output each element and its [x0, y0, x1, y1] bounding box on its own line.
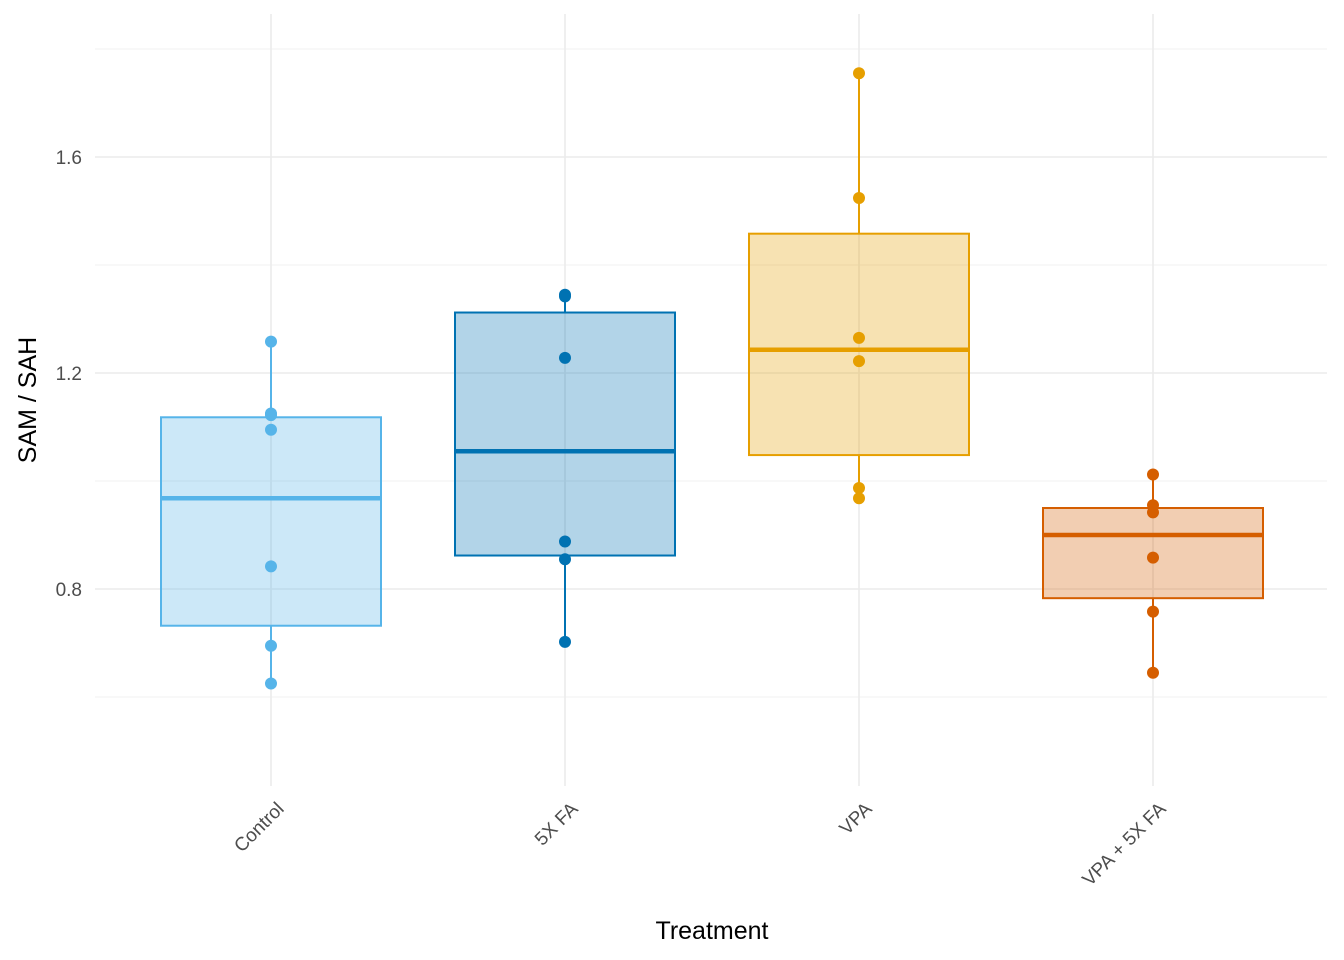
data-point [1147, 551, 1159, 564]
box [454, 311, 676, 557]
data-point [265, 677, 277, 690]
x-tick-labels: Control 5X FA VPA VPA + 5X FA [230, 798, 1170, 890]
box-group [1042, 468, 1264, 679]
y-tick-label: 1.6 [56, 148, 82, 169]
data-point [265, 560, 277, 573]
data-point [853, 192, 865, 205]
y-axis-title: SAM / SAH [14, 337, 42, 463]
box-groups [160, 67, 1264, 690]
data-point [1147, 666, 1159, 679]
data-point [265, 639, 277, 652]
box [748, 232, 970, 457]
data-point [853, 482, 865, 495]
data-point [265, 409, 277, 422]
x-tick-label: VPA + 5X FA [1079, 798, 1171, 890]
box-group [160, 335, 382, 690]
data-point [1147, 468, 1159, 481]
y-tick-label: 0.8 [56, 580, 82, 601]
x-tick-label: Control [230, 799, 288, 857]
grid-lines [95, 14, 1327, 786]
box-group [748, 67, 970, 505]
data-point [559, 351, 571, 364]
data-point [1147, 605, 1159, 618]
x-axis-title: Treatment [655, 917, 768, 945]
data-point [853, 67, 865, 80]
x-tick-label: VPA [836, 798, 877, 839]
data-point [559, 535, 571, 548]
data-point [559, 635, 571, 648]
data-point [853, 355, 865, 368]
data-point [853, 492, 865, 505]
y-tick-labels: 0.8 1.2 1.6 [56, 148, 82, 601]
data-point [853, 331, 865, 344]
box-group [454, 288, 676, 648]
y-tick-label: 1.2 [56, 364, 82, 385]
data-point [559, 553, 571, 566]
box [160, 416, 382, 627]
data-point [559, 290, 571, 303]
data-point [265, 423, 277, 436]
x-tick-label: 5X FA [531, 798, 583, 850]
data-point [265, 335, 277, 348]
data-point [1147, 506, 1159, 519]
